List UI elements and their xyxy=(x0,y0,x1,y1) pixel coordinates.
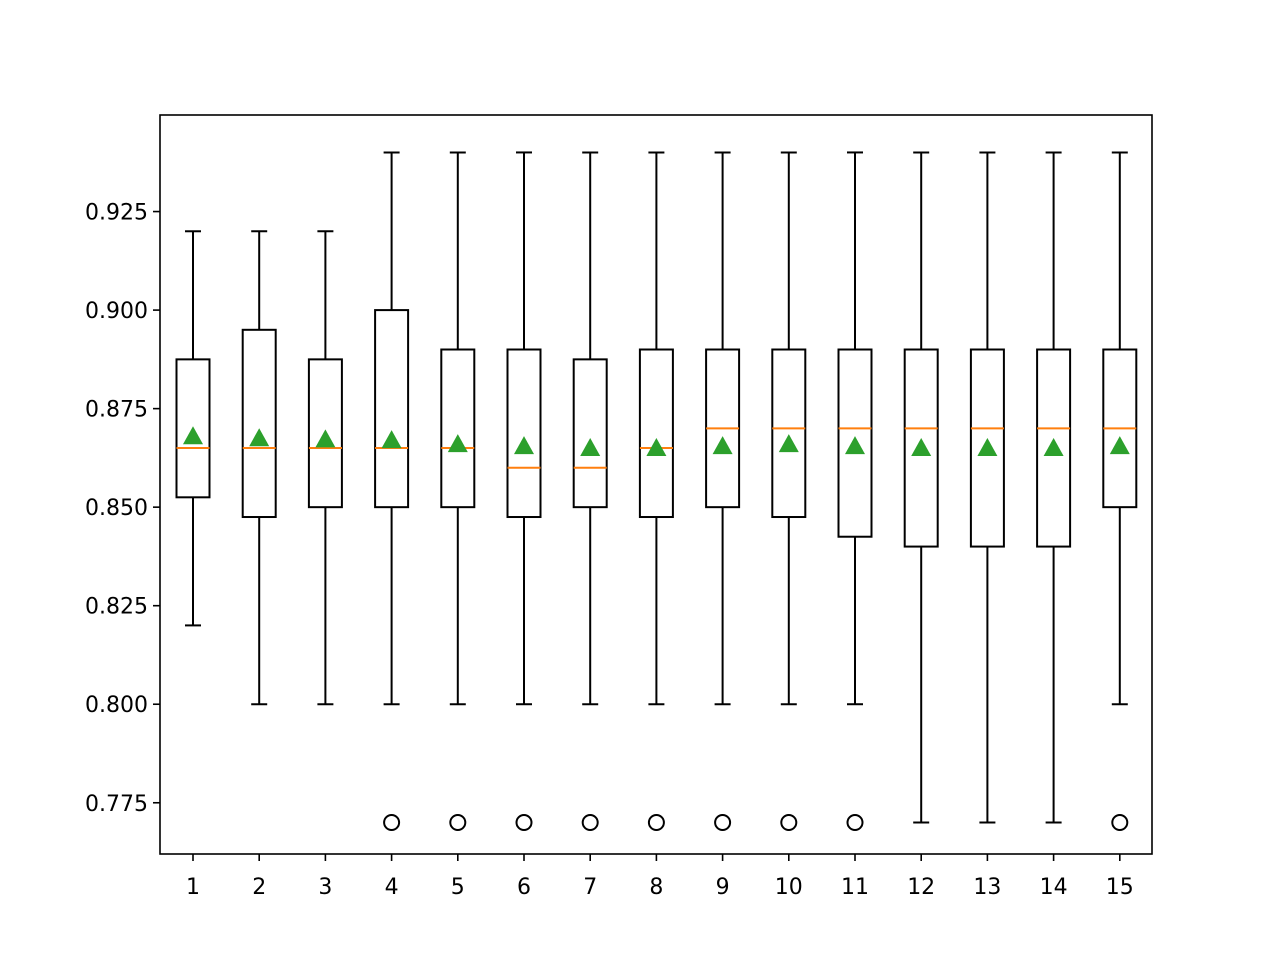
box-14 xyxy=(1036,151,1072,824)
y-tick-label: 0.875 xyxy=(85,398,148,423)
x-tick-label: 9 xyxy=(716,875,730,900)
mean-marker xyxy=(514,436,534,455)
mean-marker xyxy=(977,438,998,457)
iqr-box xyxy=(638,348,674,519)
mean-marker xyxy=(646,438,667,457)
box-5 xyxy=(440,151,476,831)
x-tick-label: 2 xyxy=(252,875,266,900)
mean-marker xyxy=(778,434,799,453)
box-1 xyxy=(175,230,211,627)
outlier-point xyxy=(714,813,732,831)
box-11 xyxy=(837,151,873,831)
mean-marker xyxy=(911,438,932,457)
mean-marker xyxy=(447,434,468,453)
x-tick-label: 12 xyxy=(907,875,935,900)
x-tick-label: 11 xyxy=(841,875,869,900)
iqr-box xyxy=(771,348,807,519)
x-tick-label: 15 xyxy=(1106,875,1134,900)
y-tick-label: 0.825 xyxy=(85,595,148,620)
x-tick-label: 5 xyxy=(451,875,465,900)
box-15 xyxy=(1102,151,1138,831)
mean-marker xyxy=(580,438,601,457)
mean-marker xyxy=(381,430,402,449)
outlier-point xyxy=(1111,813,1129,831)
x-tick-label: 8 xyxy=(649,875,663,900)
box-3 xyxy=(307,230,343,706)
x-axis: 1 2 3 4 5 6 7 8 9 10 11 12 13 14 15 xyxy=(186,854,1134,900)
mean-marker xyxy=(1109,436,1130,455)
box-7 xyxy=(572,151,608,831)
iqr-box xyxy=(440,348,476,509)
box-13 xyxy=(969,151,1005,824)
x-tick-label: 6 xyxy=(517,875,531,900)
x-tick-label: 4 xyxy=(385,875,399,900)
y-axis: 0.775 0.800 0.825 0.850 0.875 0.900 0.925 xyxy=(85,201,160,817)
y-tick-label: 0.775 xyxy=(85,792,148,817)
iqr-box xyxy=(374,309,410,509)
x-tick-label: 3 xyxy=(318,875,332,900)
box-6 xyxy=(506,151,542,831)
outlier-point xyxy=(515,813,533,831)
outlier-point xyxy=(449,813,467,831)
outlier-point xyxy=(846,813,864,831)
x-tick-label: 10 xyxy=(775,875,803,900)
box-12 xyxy=(903,151,939,824)
y-tick-label: 0.850 xyxy=(85,496,148,521)
mean-marker xyxy=(1043,438,1064,457)
plot-area-frame xyxy=(159,114,1153,855)
y-tick-label: 0.800 xyxy=(85,693,148,718)
y-tick-label: 0.900 xyxy=(85,299,148,324)
box-9 xyxy=(705,151,741,831)
outlier-point xyxy=(581,813,599,831)
x-tick-label: 13 xyxy=(973,875,1001,900)
y-tick-label: 0.925 xyxy=(85,201,148,226)
x-tick-label: 1 xyxy=(186,875,200,900)
x-tick-label: 14 xyxy=(1040,875,1068,900)
iqr-box xyxy=(572,358,608,509)
mean-marker xyxy=(183,426,203,445)
outlier-point xyxy=(383,813,401,831)
iqr-box xyxy=(241,328,277,519)
box-2 xyxy=(241,230,277,706)
mean-marker xyxy=(249,428,270,447)
outlier-point xyxy=(647,813,665,831)
mean-marker xyxy=(845,436,865,455)
mean-marker xyxy=(712,436,733,455)
box-8 xyxy=(638,151,674,831)
x-tick-label: 7 xyxy=(583,875,597,900)
box-4 xyxy=(374,151,410,831)
outlier-point xyxy=(780,813,798,831)
box-series xyxy=(175,151,1138,831)
box-10 xyxy=(771,151,807,831)
mean-marker xyxy=(315,429,336,448)
iqr-box xyxy=(506,348,542,519)
